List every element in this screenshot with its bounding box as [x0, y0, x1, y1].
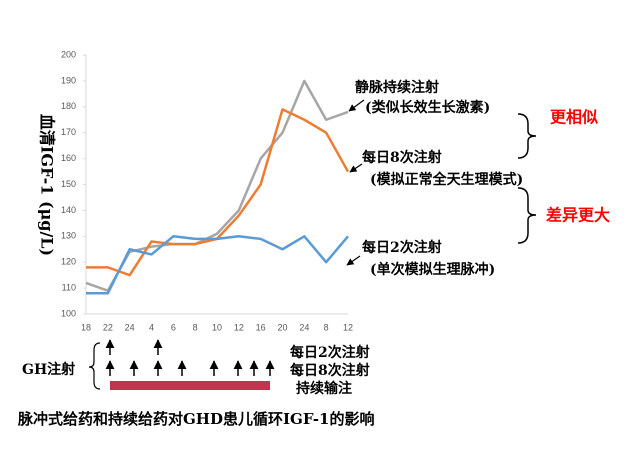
x-tick-label: 20	[277, 322, 287, 332]
chart-title: 脉冲式给药和持续给药对GHD患儿循环IGF-1的影响	[17, 410, 374, 428]
regimen-label: 每日8次注射	[290, 362, 370, 379]
y-tick-label: 130	[61, 231, 76, 241]
x-tick-label: 10	[212, 322, 222, 332]
y-tick-label: 140	[61, 205, 76, 215]
x-tick-label: 8	[324, 322, 329, 332]
pointer-arrow	[349, 163, 363, 173]
series-note: (单次模拟生理脉冲)	[370, 261, 495, 278]
series-note: (类似长效生长激素)	[365, 99, 490, 116]
x-tick-label: 4	[149, 322, 154, 332]
x-tick-label: 24	[125, 322, 135, 332]
brace	[517, 113, 537, 159]
pointer-arrow	[346, 255, 361, 266]
series-line	[86, 235, 349, 295]
x-tick-label: 12	[234, 322, 244, 332]
pointer-arrow	[348, 99, 365, 112]
y-tick-label: 100	[61, 308, 76, 318]
y-tick-label: 120	[61, 257, 76, 267]
x-tick-label: 8	[193, 322, 198, 332]
brace	[517, 187, 537, 244]
series-label: 每日2次注射	[362, 239, 442, 256]
injection-label: GH注射	[22, 361, 75, 378]
y-tick-label: 110	[62, 282, 76, 292]
injection-arrows	[105, 339, 275, 376]
series-note: (模拟正常全天生理模式)	[370, 171, 523, 188]
x-tick-label: 18	[81, 322, 91, 332]
series-line	[86, 108, 350, 277]
y-tick-label: 170	[61, 127, 76, 137]
y-tick-label: 200	[61, 49, 76, 59]
y-tick-label: 180	[61, 101, 76, 111]
series-label: 每日8次注射	[362, 149, 442, 166]
regimen-label: 持续输注	[296, 380, 352, 397]
y-tick-label: 190	[61, 75, 76, 85]
regimen-label: 每日2次注射	[290, 344, 370, 361]
x-tick-label: 16	[256, 322, 266, 332]
x-tick-label: 24	[299, 322, 309, 332]
y-axis-label: 血清IGF-1 (μg/L)	[38, 114, 57, 256]
comparison-label: 更相似	[550, 108, 598, 127]
comparison-label: 差异更大	[546, 206, 610, 225]
brace	[88, 342, 101, 390]
infusion-bar	[110, 381, 270, 390]
x-tick-label: 22	[103, 322, 113, 332]
y-tick-label: 160	[61, 153, 76, 163]
series-label: 静脉持续注射	[355, 79, 439, 96]
x-tick-label: 6	[171, 322, 176, 332]
x-tick-label: 12	[343, 322, 353, 332]
y-tick-label: 150	[61, 179, 76, 189]
